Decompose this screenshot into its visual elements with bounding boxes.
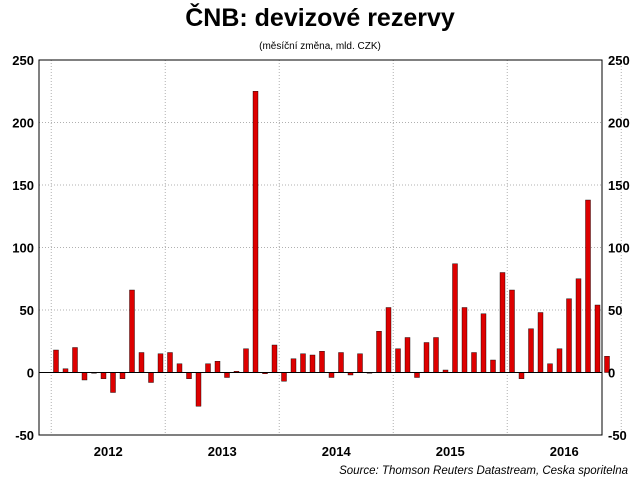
bar [81,372,88,381]
bar [167,352,173,373]
x-tick-label-year: 2015 [436,444,465,459]
bar [556,348,563,373]
bar [480,313,487,373]
x-tick-label-year: 2016 [550,444,579,459]
bar [585,199,591,373]
y-tick-label-right: 150 [608,178,630,193]
y-tick-label-right: 100 [608,241,630,256]
bar [110,372,116,393]
bar [281,372,287,382]
bar [148,372,154,383]
bar [138,352,145,373]
bar [423,342,430,373]
bar [461,307,468,373]
bar [224,372,230,378]
bar [290,358,297,373]
bar [404,337,411,373]
y-tick-label-left: 200 [12,116,34,131]
y-tick-label-right: -50 [608,428,627,443]
bar [319,351,325,373]
y-tick-label-right: 250 [608,53,630,68]
bar [376,331,382,373]
bar [186,372,192,379]
bar [604,356,610,373]
bar [499,272,506,373]
bar [119,372,126,379]
bar [528,328,534,373]
y-tick-label-left: 50 [20,303,34,318]
y-axis-right: -50 0 50 100 150 200 250 [608,53,630,443]
y-tick-label-left: -50 [15,428,34,443]
x-tick-label-year: 2012 [94,444,123,459]
bar [395,348,401,373]
bar [490,359,496,373]
x-tick-label-year: 2013 [208,444,237,459]
y-tick-label-right: 0 [608,366,615,381]
bar [205,363,211,373]
bar [214,361,221,373]
bars [53,91,610,407]
plot-frame [38,59,603,436]
bar [53,349,59,373]
bar [518,372,525,379]
x-tick-label-year: 2014 [322,444,352,459]
bar [300,353,306,373]
bar [195,372,202,407]
y-axis-left: -50 0 50 100 150 200 250 [12,53,34,443]
y-tick-label-left: 250 [12,53,34,68]
y-tick-label-right: 50 [608,303,622,318]
bar [509,289,515,373]
chart-title: ČNB: devizové rezervy [185,4,455,32]
y-tick-label-left: 0 [27,366,34,381]
bar [157,353,164,373]
bar [100,372,107,379]
bar [566,298,572,373]
bar [433,337,439,373]
grid-lines [39,60,622,435]
bar [575,278,582,373]
bar [271,344,278,373]
bar [176,363,183,373]
source-note: Source: Thomson Reuters Datastream, Cesk… [339,465,628,477]
bar [328,372,335,378]
bar [338,352,344,373]
x-axis: 2012 2013 2014 2015 2016 [94,444,579,459]
bar [357,353,363,373]
bar [62,368,69,373]
bar [252,91,259,373]
bar [129,289,135,373]
bar [537,312,544,373]
bar [72,347,78,373]
bar [452,263,458,373]
y-tick-label-right: 200 [608,116,630,131]
bar [414,372,420,378]
y-tick-label-left: 100 [12,241,34,256]
bar [243,348,249,373]
bar [594,304,601,373]
chart-subtitle: (měsíční změna, mld. CZK) [259,41,381,52]
y-tick-label-left: 150 [12,178,34,193]
bar [309,354,316,373]
bar [547,363,553,373]
bar [385,307,392,373]
bar [471,352,477,373]
